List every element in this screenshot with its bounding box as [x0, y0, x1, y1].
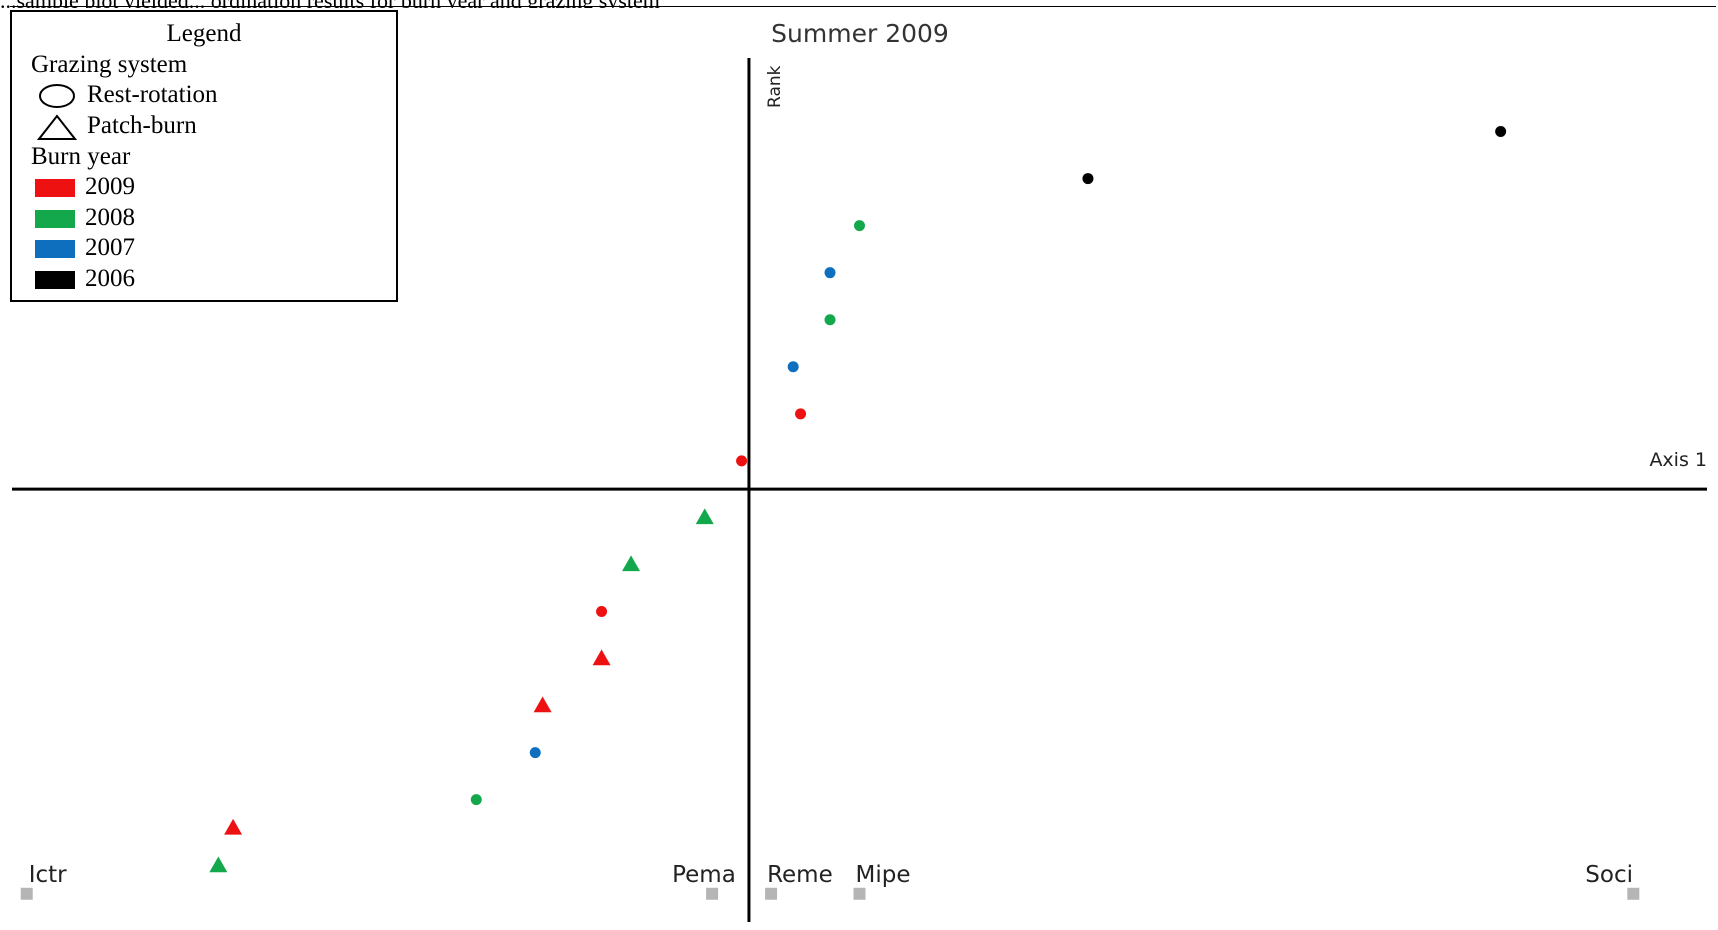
legend-item-2009: 2009: [31, 172, 135, 202]
species-label-2: Reme: [767, 862, 833, 888]
legend-label-2008: 2008: [85, 204, 135, 231]
point-circle-1-2: [470, 794, 482, 806]
point-circle-3-1: [1495, 126, 1507, 138]
legend-item-rest-rotation: Rest-rotation: [31, 80, 218, 110]
point-circle-2-1: [787, 361, 799, 373]
point-triangle-5-2: [209, 856, 228, 873]
triangle-outline-icon: [37, 114, 77, 141]
point-circle-1-0: [854, 220, 865, 232]
legend-burn-heading: Burn year: [31, 143, 131, 170]
point-circle-2-0: [824, 267, 836, 279]
point-triangle-5-0: [695, 508, 714, 525]
point-circle-0-2: [596, 605, 608, 617]
legend-item-patch-burn: Patch-burn: [31, 111, 197, 141]
legend-grazing-heading: Grazing system: [31, 51, 188, 78]
legend-label-rest-rotation: Rest-rotation: [87, 81, 218, 108]
chart-marks: [209, 126, 1507, 873]
legend-title: Legend: [166, 20, 242, 47]
species-label-1: Pema: [672, 862, 736, 888]
species-label-3: Mipe: [856, 862, 911, 888]
legend-label-2007: 2007: [85, 234, 135, 261]
species-marker-3: [853, 887, 866, 900]
ellipse-outline-icon: [37, 83, 77, 109]
point-circle-3-0: [1082, 173, 1094, 185]
page-header-fragment: ...sample plot yielded... ordination res…: [0, 0, 1718, 8]
legend-swatch-2007: [35, 240, 75, 259]
legend-swatch-2009: [35, 179, 75, 198]
x-axis-label: Axis 1: [1649, 449, 1707, 471]
species-label-4: Soci: [1585, 862, 1633, 888]
chart-title: Summer 2009: [771, 19, 949, 48]
species-label-0: Ictr: [29, 862, 67, 888]
chart-axes: [12, 58, 1707, 922]
legend-label-patch-burn: Patch-burn: [87, 112, 197, 139]
legend-label-2009: 2009: [85, 173, 135, 200]
legend-box: Legend Grazing system Rest-rotation Patc…: [10, 10, 398, 302]
legend-item-2006: 2006: [31, 264, 135, 294]
legend-swatch-2006: [35, 271, 75, 290]
point-triangle-4-2: [224, 818, 243, 835]
legend-label-2006: 2006: [85, 265, 135, 292]
plot-frame: [10, 6, 1716, 928]
legend-item-2007: 2007: [31, 233, 135, 263]
point-triangle-4-0: [592, 649, 611, 666]
point-circle-1-1: [824, 314, 836, 326]
species-labels: Ictr Pema Reme Mipe Soci: [20, 862, 1640, 900]
point-triangle-4-1: [533, 696, 552, 713]
y-axis-label: Rank: [765, 65, 785, 108]
point-triangle-5-1: [622, 555, 641, 572]
point-circle-2-2: [529, 747, 541, 759]
legend-item-2008: 2008: [31, 203, 135, 233]
legend-swatch-2008: [35, 210, 75, 229]
species-marker-1: [706, 887, 719, 900]
point-circle-0-1: [795, 408, 807, 420]
species-marker-2: [765, 887, 778, 900]
species-marker-4: [1627, 887, 1640, 900]
point-circle-0-0: [736, 455, 748, 467]
species-marker-0: [20, 887, 33, 900]
